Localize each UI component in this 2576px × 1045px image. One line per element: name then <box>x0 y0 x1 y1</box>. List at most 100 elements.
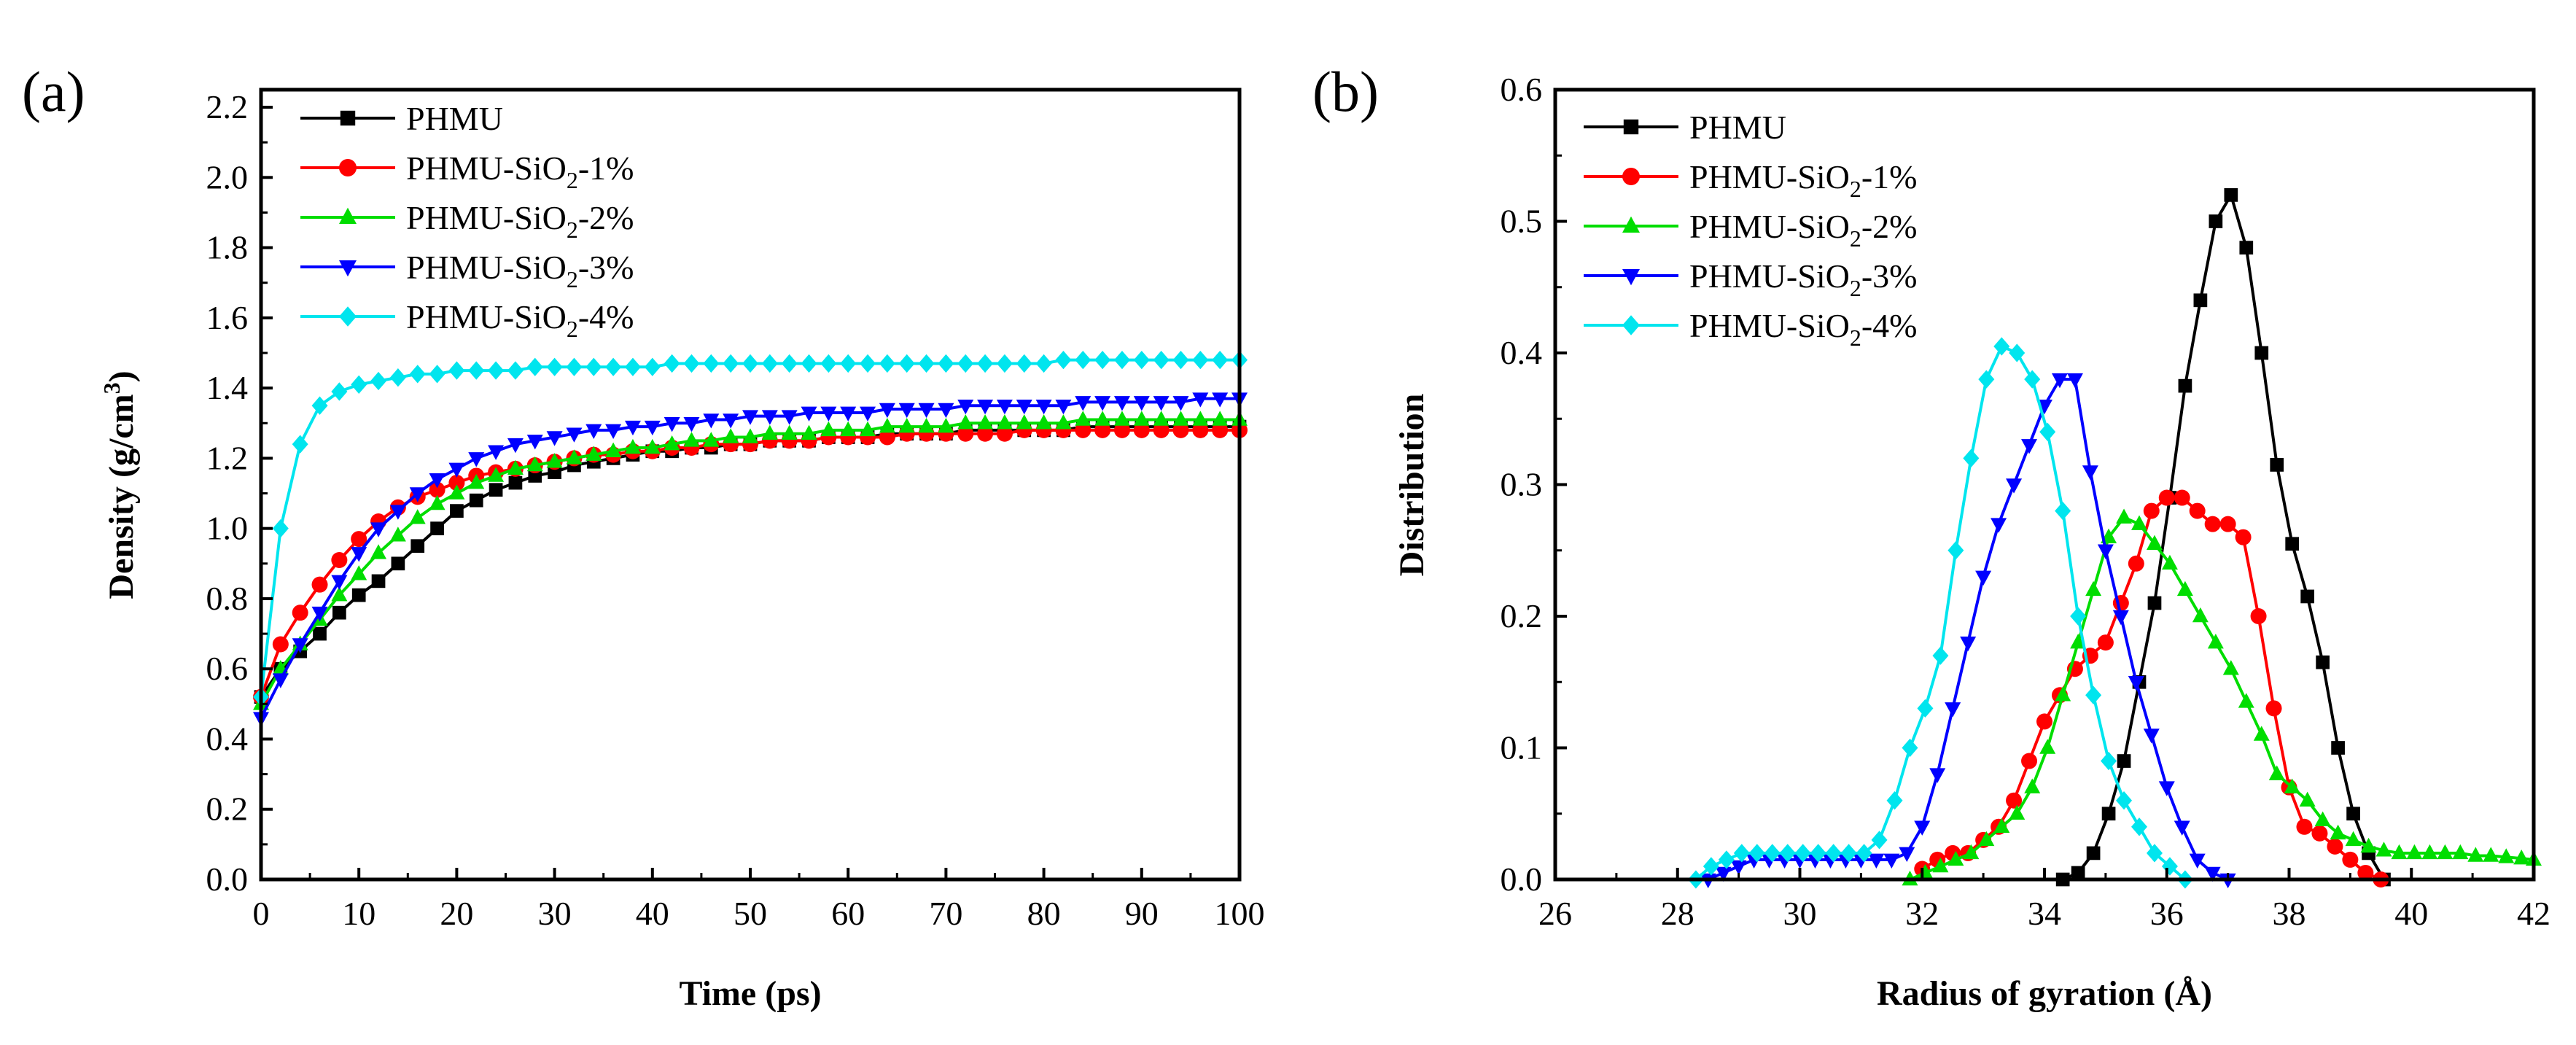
data-point <box>2146 535 2163 550</box>
data-point <box>761 424 778 440</box>
data-point <box>546 453 563 468</box>
data-point <box>683 432 700 447</box>
data-point <box>723 428 739 443</box>
data-point <box>2101 807 2116 821</box>
data-point <box>2116 791 2133 810</box>
data-point <box>1035 354 1052 373</box>
data-point <box>2498 848 2515 863</box>
data-point <box>2085 580 2102 597</box>
y-tick-label: 0.4 <box>1501 334 1543 371</box>
y-tick-label: 2.2 <box>206 88 249 125</box>
y-tick-label: 0.0 <box>206 861 249 898</box>
data-point <box>2284 778 2300 793</box>
x-tick-label: 38 <box>2273 895 2306 932</box>
data-point <box>450 504 464 518</box>
data-point <box>409 509 426 524</box>
data-point <box>624 438 641 454</box>
data-point <box>879 354 895 373</box>
data-point <box>272 519 289 538</box>
y-tick-label: 0.5 <box>1501 203 1543 240</box>
data-point <box>1212 411 1229 426</box>
data-point <box>1932 646 1949 665</box>
data-point <box>370 522 387 537</box>
data-point <box>761 354 778 373</box>
legend-label: PHMU-SiO2-2% <box>1689 208 1917 252</box>
data-point <box>1094 350 1111 370</box>
data-point <box>585 446 602 461</box>
x-tick-label: 70 <box>929 895 962 932</box>
data-point <box>2357 864 2374 881</box>
data-point <box>898 354 915 373</box>
data-point <box>2235 529 2252 545</box>
data-point <box>605 424 622 439</box>
data-point <box>2021 753 2038 769</box>
data-point <box>1960 636 1977 652</box>
data-point <box>820 354 837 373</box>
data-point <box>957 425 974 442</box>
data-point <box>2467 847 2484 862</box>
data-point <box>1133 396 1150 411</box>
data-point <box>1035 414 1052 430</box>
data-point <box>996 414 1013 430</box>
data-point <box>761 410 778 425</box>
data-point <box>860 406 876 422</box>
data-point <box>624 357 641 376</box>
legend-label: PHMU-SiO2-1% <box>406 149 634 193</box>
data-point <box>1993 337 2010 356</box>
data-point <box>2036 713 2052 730</box>
x-tick-label: 10 <box>342 895 375 932</box>
data-point <box>2513 850 2530 865</box>
data-point <box>1016 399 1032 415</box>
data-point <box>1779 844 1796 863</box>
data-point <box>1113 350 1130 370</box>
y-tick-label: 0.2 <box>206 790 249 828</box>
data-point <box>2178 378 2192 393</box>
data-point <box>879 429 895 446</box>
data-point <box>1703 857 1719 876</box>
data-point <box>2270 458 2284 472</box>
legend-item: PHMU-SiO2-4% <box>300 298 634 342</box>
data-point <box>371 574 386 588</box>
data-point <box>820 421 837 437</box>
data-point <box>585 357 602 376</box>
data-point <box>2006 792 2023 809</box>
data-point <box>742 428 758 443</box>
data-point <box>313 626 327 641</box>
data-point <box>1810 844 1826 863</box>
data-point <box>918 403 935 419</box>
data-point <box>2055 686 2071 702</box>
data-point <box>1192 350 1209 370</box>
data-point <box>664 354 680 373</box>
data-point <box>977 354 994 373</box>
data-point <box>1212 392 1229 408</box>
data-point <box>2360 837 2377 853</box>
data-point <box>2483 847 2499 862</box>
data-point <box>781 354 798 373</box>
legend-label: PHMU-SiO2-4% <box>1689 307 1917 351</box>
x-tick-label: 100 <box>1215 895 1265 932</box>
data-point <box>2189 502 2206 519</box>
data-point <box>1794 844 1811 863</box>
data-point <box>957 354 974 373</box>
data-point <box>957 414 974 430</box>
data-point <box>2342 851 2359 868</box>
x-tick-label: 26 <box>1538 895 1572 932</box>
data-point <box>2101 751 2117 771</box>
series-PHMU-SiO2-4% <box>1687 337 2193 889</box>
data-point <box>1192 422 1209 438</box>
series-line <box>2062 193 2386 881</box>
data-point <box>1094 411 1111 426</box>
data-point <box>918 417 935 433</box>
data-point <box>1715 866 1732 882</box>
data-point <box>801 406 817 422</box>
data-point <box>957 399 974 415</box>
data-point <box>351 588 366 602</box>
data-point <box>2314 811 2331 827</box>
data-point <box>585 424 602 439</box>
data-point <box>2253 726 2270 741</box>
data-point <box>1975 570 1992 586</box>
data-point <box>1113 396 1130 411</box>
data-point <box>1133 422 1150 438</box>
data-point <box>996 354 1013 373</box>
x-tick-label: 36 <box>2150 895 2184 932</box>
